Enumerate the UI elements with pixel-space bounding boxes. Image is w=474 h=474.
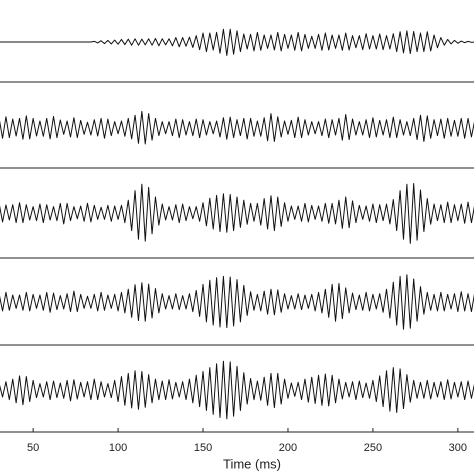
x-tick-label: 100 — [109, 442, 127, 454]
waveform — [0, 183, 474, 244]
x-tick-label: 300 — [449, 442, 467, 454]
x-axis-label: Time (ms) — [223, 456, 281, 471]
waveform — [0, 110, 474, 145]
x-tick-label: 150 — [194, 442, 212, 454]
waveform — [0, 28, 474, 56]
x-tick-label: 200 — [279, 442, 297, 454]
waveform — [0, 274, 474, 330]
waveform — [0, 360, 474, 420]
x-tick-label: 50 — [27, 442, 39, 454]
x-tick-label: 250 — [364, 442, 382, 454]
